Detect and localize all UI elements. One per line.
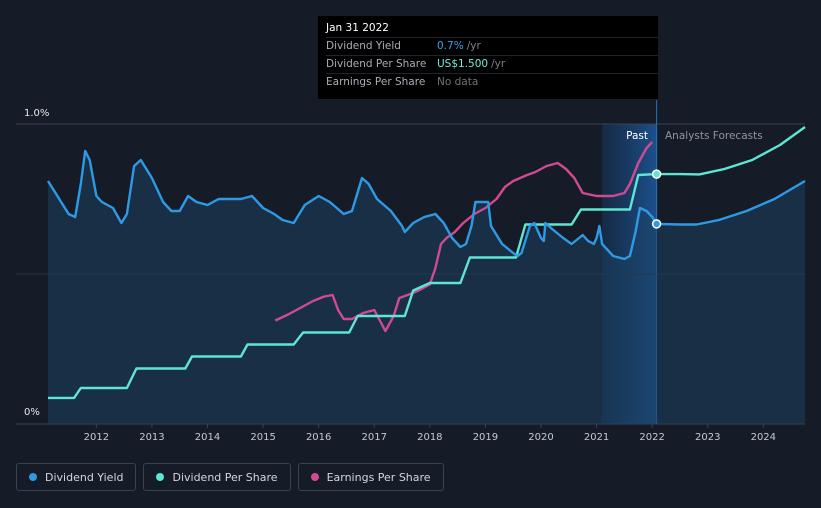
forecast-label: Analysts Forecasts (665, 130, 763, 142)
tooltip-label: Dividend Per Share (326, 58, 427, 70)
tooltip-row-earnings-per-share: Earnings Per Share No data (326, 73, 658, 91)
legend-label: Earnings Per Share (326, 470, 431, 484)
tooltip-suffix: /yr (491, 58, 506, 70)
dividend-yield-marker[interactable] (651, 219, 662, 229)
legend-dividend-per-share[interactable]: Dividend Per Share (143, 463, 291, 491)
x-tick-label: 2014 (195, 432, 220, 443)
dividend-yield-dot-icon (29, 473, 37, 481)
chart-legend: Dividend Yield Dividend Per Share Earnin… (16, 463, 444, 491)
y-label-top: 1.0% (24, 108, 49, 119)
x-tick-label: 2020 (528, 432, 553, 443)
x-tick-label: 2018 (417, 432, 442, 443)
y-label-bottom: 0% (24, 407, 40, 418)
tooltip-value: No data (437, 76, 479, 88)
tooltip-row-dividend-per-share: Dividend Per Share US$1.500/yr (326, 55, 658, 73)
data-tooltip: Jan 31 2022 Dividend Yield 0.7%/yr Divid… (318, 16, 658, 99)
tooltip-value: 0.7% (437, 40, 464, 52)
tooltip-value: US$1.500 (437, 58, 489, 70)
x-tick-label: 2024 (751, 432, 776, 443)
x-tick-label: 2017 (362, 432, 387, 443)
tooltip-row-dividend-yield: Dividend Yield 0.7%/yr (326, 37, 658, 55)
legend-label: Dividend Per Share (172, 470, 278, 484)
x-tick-label: 2016 (306, 432, 331, 443)
x-tick-label: 2019 (473, 432, 498, 443)
legend-label: Dividend Yield (45, 470, 124, 484)
x-tick-label: 2022 (639, 432, 664, 443)
series-lines (46, 126, 806, 400)
series-markers (651, 169, 662, 229)
legend-dividend-yield[interactable]: Dividend Yield (16, 463, 137, 491)
x-tick-label: 2021 (584, 432, 609, 443)
x-tick-label: 2013 (139, 432, 164, 443)
x-tick-label: 2015 (250, 432, 275, 443)
tooltip-date: Jan 31 2022 (326, 22, 389, 34)
dividend-per-share-marker[interactable] (651, 169, 662, 179)
x-tick-label: 2023 (695, 432, 720, 443)
legend-earnings-per-share[interactable]: Earnings Per Share (297, 463, 444, 491)
dividend-per-share-dot-icon (156, 473, 165, 481)
earnings-per-share-dot-icon (310, 473, 319, 481)
dividend-per-share-line (48, 126, 806, 400)
tooltip-label: Earnings Per Share (326, 76, 426, 88)
past-label: Past (626, 130, 648, 142)
dividend-yield-line (46, 149, 806, 261)
x-tick-label: 2012 (84, 432, 109, 443)
tooltip-suffix: /yr (466, 40, 481, 52)
tooltip-label: Dividend Yield (326, 40, 401, 52)
x-axis: 2012 2013 2014 2015 2016 2017 2018 2019 2020 2021… (84, 424, 776, 443)
